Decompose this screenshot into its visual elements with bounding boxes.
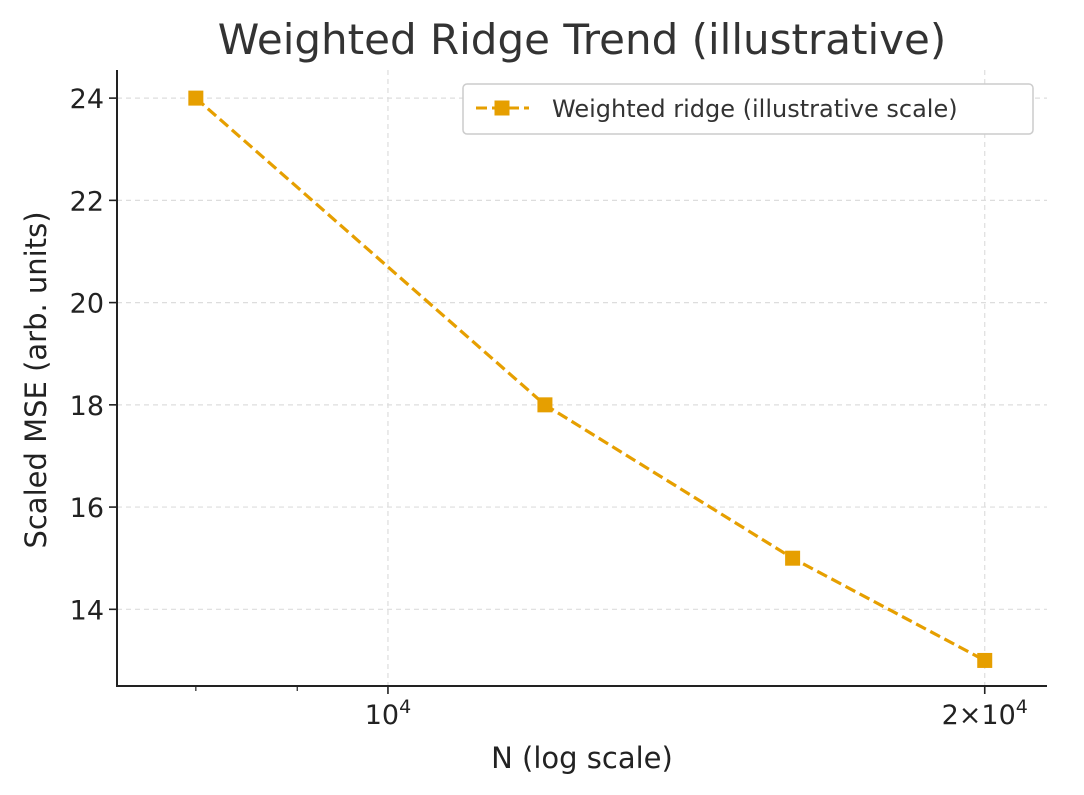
data-point-marker — [537, 397, 553, 413]
legend-box — [462, 83, 1034, 135]
legend-label: Weighted ridge (illustrative scale) — [552, 95, 958, 123]
data-point-marker — [977, 652, 993, 668]
x-axis-label: N (log scale) — [491, 741, 673, 775]
y-tick-label: 16 — [70, 493, 104, 524]
series-line — [194, 96, 986, 662]
y-tick-label: 20 — [70, 289, 104, 320]
x-tick-label: 2×104 — [942, 696, 1028, 731]
axes — [116, 70, 1047, 687]
data-point-marker — [785, 550, 801, 566]
x-tick-label: 104 — [365, 696, 411, 731]
series — [188, 90, 993, 668]
y-tick-label: 18 — [70, 391, 104, 422]
y-tick-label: 24 — [70, 84, 104, 115]
ticks: 14 16 18 20 22 24 104 2×104 — [70, 84, 1028, 731]
legend: Weighted ridge (illustrative scale) — [462, 83, 1034, 135]
y-tick-label: 22 — [70, 186, 104, 217]
y-tick-label: 14 — [70, 595, 104, 626]
chart-title: Weighted Ridge Trend (illustrative) — [218, 15, 946, 64]
grid — [117, 70, 1047, 686]
y-axis-label: Scaled MSE (arb. units) — [19, 211, 53, 548]
legend-marker-sample — [494, 100, 510, 116]
data-point-marker — [188, 90, 204, 106]
